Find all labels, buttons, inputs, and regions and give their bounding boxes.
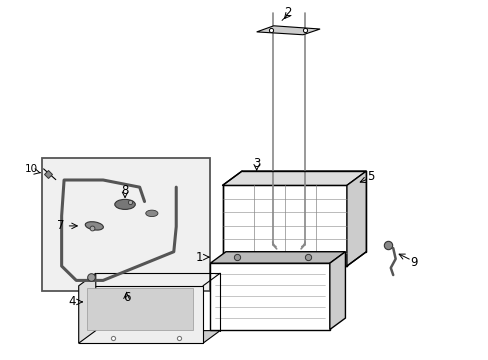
Text: 7: 7	[57, 219, 64, 233]
Bar	[42, 158, 210, 291]
Text: 8: 8	[121, 184, 128, 197]
Text: 6: 6	[122, 291, 130, 304]
Polygon shape	[346, 171, 366, 266]
Polygon shape	[222, 185, 346, 266]
Polygon shape	[222, 171, 366, 185]
Text: 3: 3	[252, 157, 260, 170]
Text: 5: 5	[367, 170, 374, 183]
Text: 4: 4	[69, 296, 76, 309]
Bar	[79, 286, 203, 343]
Polygon shape	[79, 273, 96, 343]
Polygon shape	[329, 252, 345, 329]
Bar	[87, 288, 193, 330]
Polygon shape	[256, 26, 320, 35]
Text: 9: 9	[409, 256, 417, 269]
Text: 10: 10	[25, 163, 38, 174]
Polygon shape	[79, 330, 220, 343]
Text: 1: 1	[195, 251, 203, 264]
Ellipse shape	[115, 199, 135, 210]
Ellipse shape	[145, 210, 158, 217]
Bar	[210, 263, 329, 329]
Text: 2: 2	[283, 6, 290, 19]
Polygon shape	[210, 252, 345, 263]
Ellipse shape	[85, 222, 103, 230]
